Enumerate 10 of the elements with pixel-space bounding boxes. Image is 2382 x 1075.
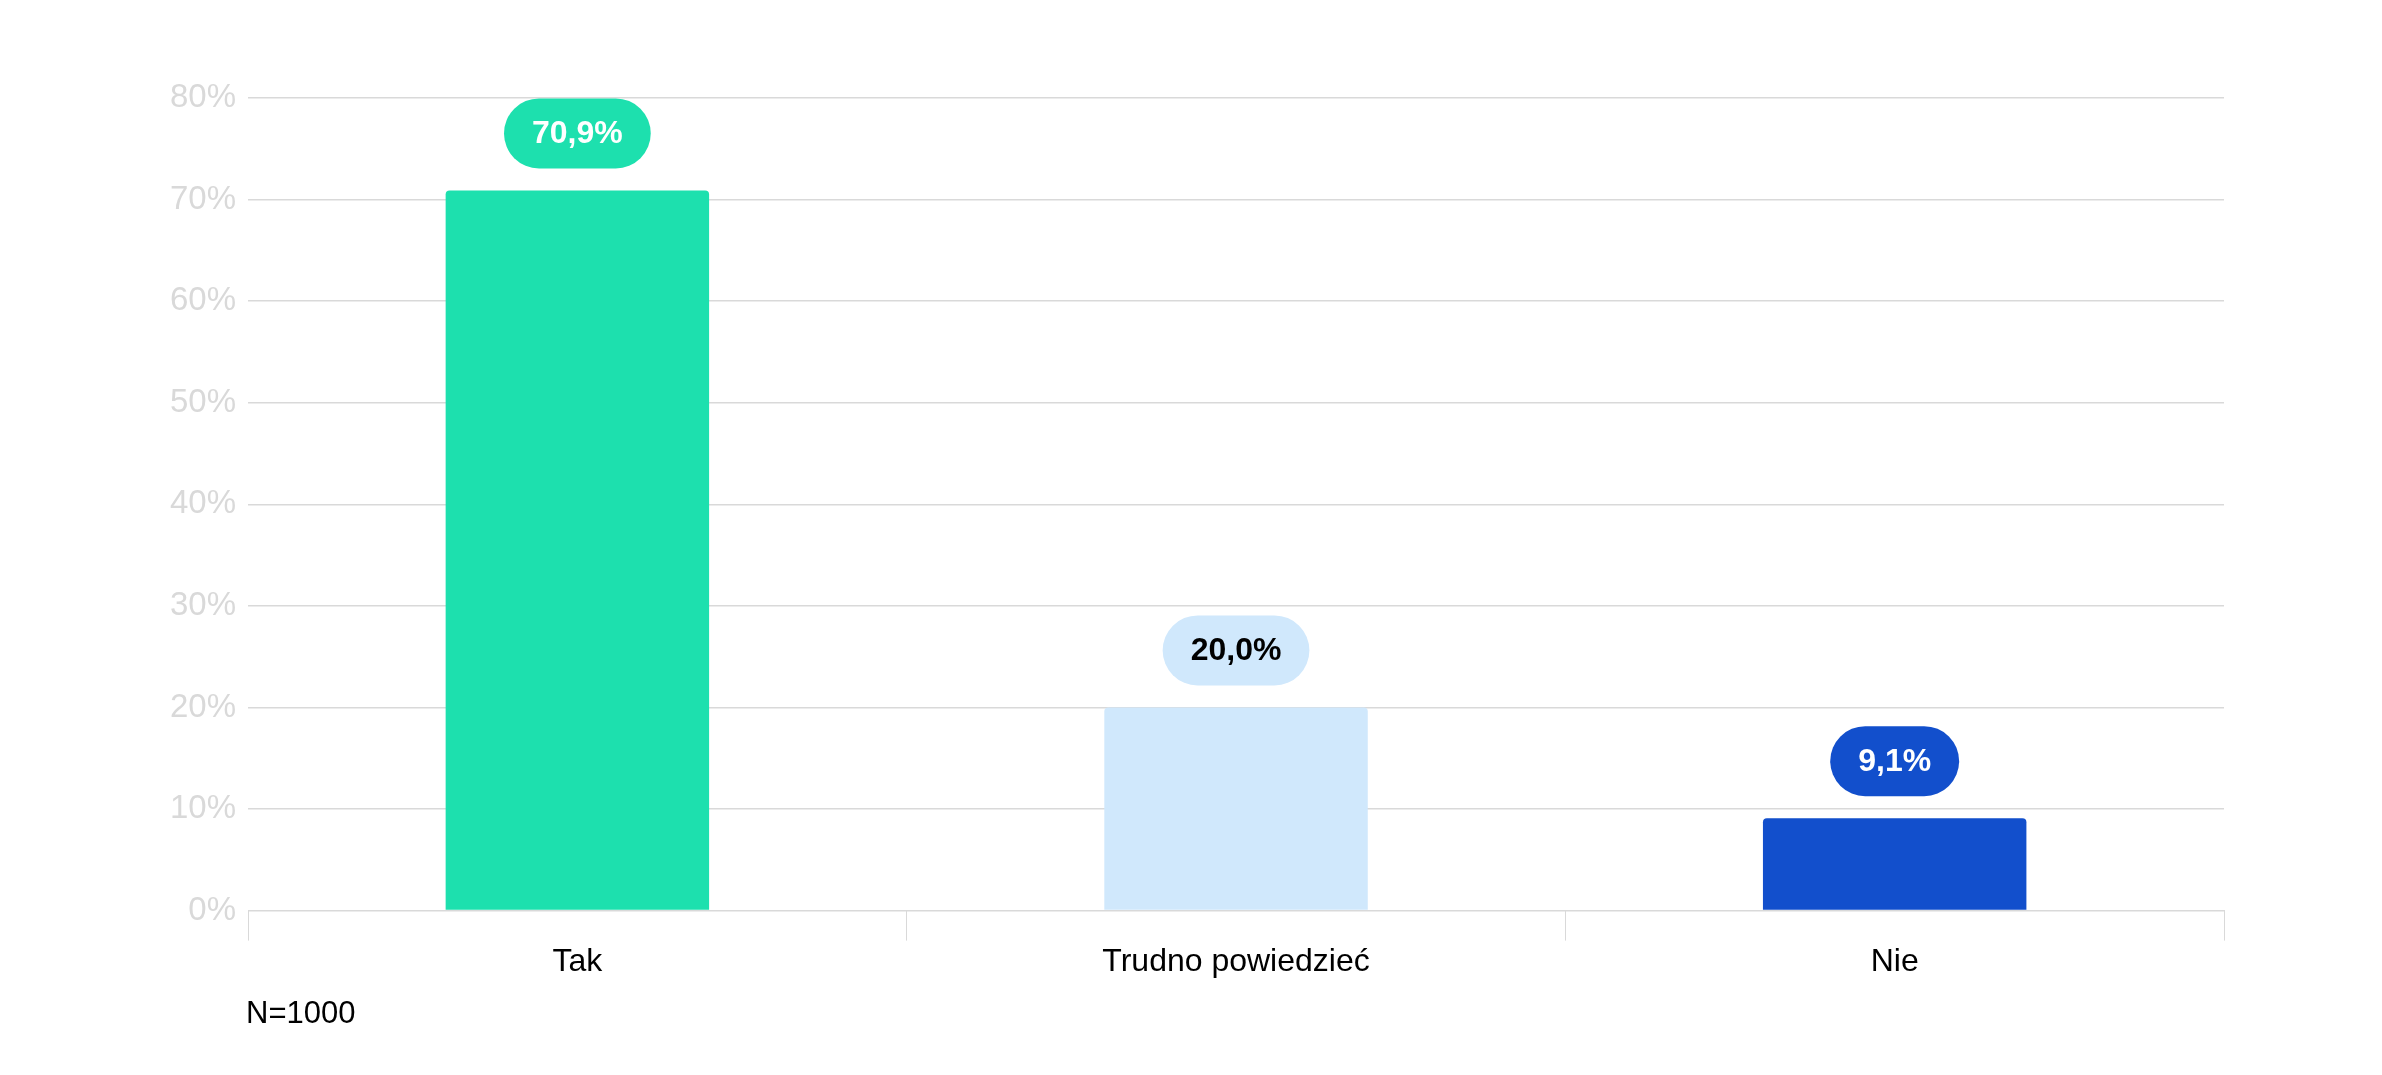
- data-label: 20,0%: [1190, 631, 1282, 668]
- x-tick-label: Tak: [552, 941, 604, 978]
- bar: [1762, 818, 2027, 910]
- data-label: 70,9%: [532, 114, 623, 151]
- bar: [445, 190, 710, 910]
- x-tick-label: Trudno powiedzieć: [1102, 941, 1370, 978]
- x-tick-label: Nie: [1870, 941, 1919, 978]
- text: N=1000: [246, 995, 356, 1030]
- bar: [1104, 707, 1368, 910]
- data-label: 9,1%: [1858, 741, 1932, 778]
